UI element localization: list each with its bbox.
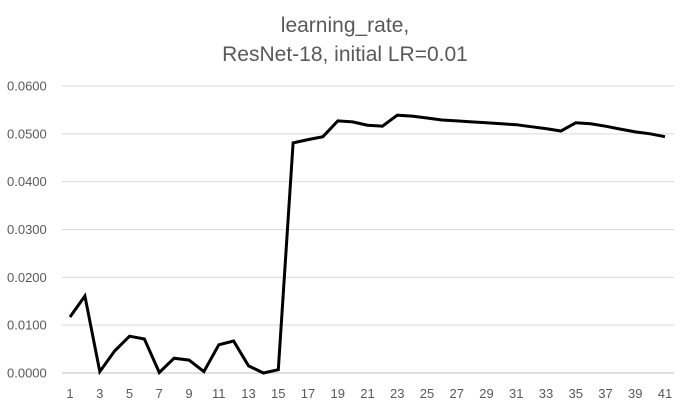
x-tick-label: 39 bbox=[628, 386, 642, 401]
x-tick-label: 27 bbox=[450, 386, 464, 401]
x-tick-label: 33 bbox=[539, 386, 553, 401]
x-tick-label: 5 bbox=[126, 386, 133, 401]
x-tick-label: 9 bbox=[185, 386, 192, 401]
x-tick-label: 19 bbox=[331, 386, 345, 401]
x-tick-label: 11 bbox=[212, 386, 226, 401]
y-tick-label: 0.0500 bbox=[7, 126, 47, 141]
series-lines bbox=[68, 113, 666, 376]
y-tick-label: 0.0600 bbox=[7, 79, 47, 94]
x-tick-label: 29 bbox=[479, 386, 493, 401]
chart-title-line-2: ResNet-18, initial LR=0.01 bbox=[222, 43, 468, 66]
x-tick-label: 17 bbox=[301, 386, 315, 401]
x-tick-label: 13 bbox=[241, 386, 255, 401]
x-tick-label: 7 bbox=[156, 386, 163, 401]
y-axis-tick-labels: 0.0000 0.0100 0.0200 0.0300 0.0400 0.0500 0.06… bbox=[7, 79, 47, 381]
chart-title-line-1: learning_rate, bbox=[281, 14, 409, 37]
chart-title: learning_rate, ResNet-18, initial LR=0.0… bbox=[222, 14, 468, 66]
x-tick-label: 37 bbox=[598, 386, 612, 401]
x-tick-label: 31 bbox=[509, 386, 523, 401]
series-line bbox=[68, 113, 666, 376]
y-tick-label: 0.0400 bbox=[7, 174, 47, 189]
x-tick-label: 21 bbox=[360, 386, 374, 401]
x-tick-label: 25 bbox=[420, 386, 434, 401]
y-tick-label: 0.0300 bbox=[7, 222, 47, 237]
x-tick-label: 23 bbox=[390, 386, 404, 401]
y-tick-label: 0.0100 bbox=[7, 318, 47, 333]
x-tick-label: 41 bbox=[658, 386, 672, 401]
x-tick-label: 15 bbox=[271, 386, 285, 401]
y-tick-label: 0.0200 bbox=[7, 270, 47, 285]
x-tick-label: 1 bbox=[66, 386, 73, 401]
gridlines bbox=[62, 85, 674, 326]
x-tick-label: 35 bbox=[569, 386, 583, 401]
x-axis-tick-labels: 1 3 5 7 9 11 13 15 17 19 21 23 25 27 29 31 33 35 37 39 41 bbox=[66, 386, 672, 401]
y-tick-label: 0.0000 bbox=[7, 366, 47, 381]
x-tick-label: 3 bbox=[96, 386, 103, 401]
